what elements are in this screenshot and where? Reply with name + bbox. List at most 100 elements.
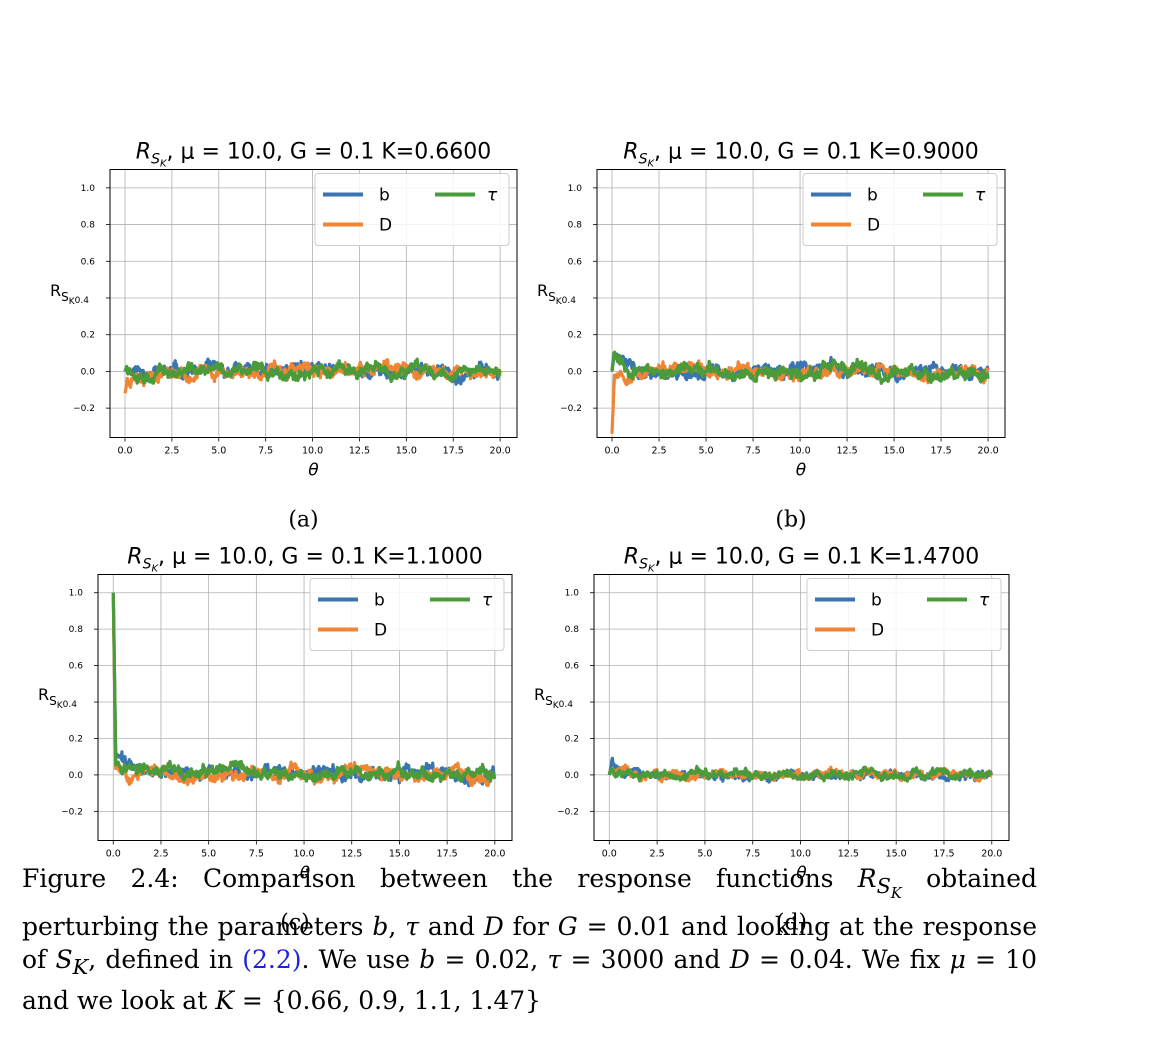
chart-panel-b: 0.0 2.5 5.0 7.5 10.0 12.5 15.0 17.5 20.0 −0.2 0.0 0… (537, 140, 1006, 533)
caption-text: obtained perturbing the parameters (22, 864, 1037, 942)
y-tick-label: −0.2 (560, 404, 582, 414)
legend-label-τ: τ (487, 186, 498, 206)
panel-label: (b) (775, 508, 806, 533)
x-tick-label: 20.0 (490, 446, 511, 457)
x-tick-label: 20.0 (981, 849, 1002, 860)
x-tick-label: 0.0 (106, 849, 121, 860)
x-tick-label: 2.5 (651, 446, 666, 457)
chart-title: RSK, μ = 10.0, G = 0.1 K=1.4700 (624, 545, 979, 575)
y-axis-label: RSK0.4 (537, 281, 576, 307)
x-tick-label: 7.5 (746, 446, 761, 457)
caption-text: = 0.04. We fix (749, 945, 950, 975)
y-tick-label: 0.0 (568, 367, 583, 377)
panel-label: (a) (288, 508, 318, 533)
legend-label-D: D (871, 621, 884, 641)
x-tick-label: 2.5 (650, 849, 665, 860)
x-tick-label: 2.5 (164, 446, 179, 457)
caption-symbol: G (557, 912, 578, 942)
x-tick-label: 10.0 (790, 849, 811, 860)
legend-label-b: b (871, 591, 882, 611)
legend-label-D: D (867, 216, 880, 236)
chart-title: RSK, μ = 10.0, G = 0.1 K=0.6600 (136, 140, 491, 170)
x-tick-label: 10.0 (302, 446, 323, 457)
y-axis-label: RSK0.4 (38, 685, 77, 711)
legend-box (309, 578, 505, 651)
caption-symbol: D (483, 912, 504, 942)
y-tick-label: 0.0 (69, 771, 84, 781)
chart-panel-a: 0.0 2.5 5.0 7.5 10.0 12.5 15.0 17.5 20.0 −0.2 0.0 0… (50, 140, 518, 533)
x-tick-label: 12.5 (836, 446, 857, 457)
x-tick-label: 0.0 (602, 849, 617, 860)
legend-label-b: b (867, 186, 878, 206)
y-axis-label: RSK0.4 (50, 281, 89, 307)
x-tick-label: 2.5 (153, 849, 168, 860)
y-tick-label: 0.2 (565, 734, 579, 744)
y-tick-label: 0.6 (568, 257, 583, 267)
caption-text: for (503, 912, 558, 942)
x-tick-label: 5.0 (211, 446, 226, 457)
caption-s-sub: K (72, 955, 89, 980)
x-tick-label: 5.0 (698, 446, 713, 457)
y-tick-label: −0.2 (557, 807, 579, 817)
y-tick-label: 0.2 (69, 734, 83, 744)
panel-label: (c) (280, 911, 310, 936)
panel-label: (d) (776, 911, 807, 936)
caption-s-symbol: S (55, 945, 73, 975)
x-tick-label: 5.0 (697, 849, 712, 860)
x-tick-label: 5.0 (201, 849, 216, 860)
x-tick-label: 17.5 (933, 849, 954, 860)
y-tick-label: 0.8 (69, 625, 84, 635)
x-tick-label: 12.5 (349, 446, 370, 457)
caption-symbol: D (729, 945, 750, 975)
x-tick-label: 17.5 (443, 446, 464, 457)
legend-box (314, 173, 510, 246)
legend: bDτ (806, 578, 1002, 651)
legend: bDτ (802, 173, 998, 246)
caption-symbol: τ (547, 945, 562, 975)
legend-box (802, 173, 998, 246)
legend-box (806, 578, 1002, 651)
series-line-τ (123, 357, 502, 385)
caption-r-subsub: K (890, 885, 902, 903)
x-axis-label: θ (300, 864, 311, 884)
legend-label-τ: τ (975, 186, 986, 206)
caption-symbol: K (215, 986, 234, 1016)
chart-panel-c: 0.0 2.5 5.0 7.5 10.0 12.5 15.0 17.5 20.0 −0.2 0.0 0… (38, 545, 513, 936)
caption-symbol: μ (949, 945, 966, 975)
y-tick-label: 0.0 (565, 771, 580, 781)
y-tick-label: 0.6 (565, 662, 580, 672)
caption-text: Figure 2.4: Comparison between the respo… (22, 864, 858, 893)
y-axis-label: RSK0.4 (534, 685, 573, 711)
chart-title: RSK, μ = 10.0, G = 0.1 K=1.1000 (127, 545, 482, 575)
y-tick-label: 1.0 (81, 184, 96, 194)
caption-symbol: b (419, 945, 436, 975)
caption-text: , (388, 912, 406, 942)
y-tick-label: 0.2 (81, 331, 95, 341)
x-tick-label: 17.5 (930, 446, 951, 457)
figure-caption: Figure 2.4: Comparison between the respo… (22, 862, 1037, 1017)
chart-panel-d: 0.0 2.5 5.0 7.5 10.0 12.5 15.0 17.5 20.0 −0.2 0.0 0… (534, 545, 1010, 936)
legend-label-D: D (379, 216, 392, 236)
caption-r-sub: S (876, 874, 891, 898)
y-tick-label: 0.6 (69, 662, 84, 672)
x-axis-label: θ (308, 461, 319, 481)
chart-title: RSK, μ = 10.0, G = 0.1 K=0.9000 (623, 140, 978, 170)
equation-reference-link[interactable]: (2.2) (242, 945, 302, 975)
x-axis-label: θ (796, 461, 807, 481)
y-tick-label: 1.0 (568, 184, 583, 194)
x-tick-label: 15.0 (396, 446, 417, 457)
y-tick-label: 0.6 (81, 257, 96, 267)
y-tick-label: 1.0 (69, 589, 84, 599)
y-tick-label: 0.8 (81, 221, 96, 231)
caption-symbol: τ (405, 912, 420, 942)
y-tick-label: 1.0 (565, 589, 580, 599)
series-line-τ (111, 592, 497, 784)
series-line-τ (610, 350, 990, 385)
legend: bDτ (309, 578, 505, 651)
x-tick-label: 10.0 (789, 446, 810, 457)
x-tick-label: 17.5 (437, 849, 458, 860)
x-tick-label: 12.5 (838, 849, 859, 860)
y-tick-label: −0.2 (61, 807, 83, 817)
caption-text: = 0.02, (435, 945, 548, 975)
x-tick-label: 10.0 (293, 849, 314, 860)
